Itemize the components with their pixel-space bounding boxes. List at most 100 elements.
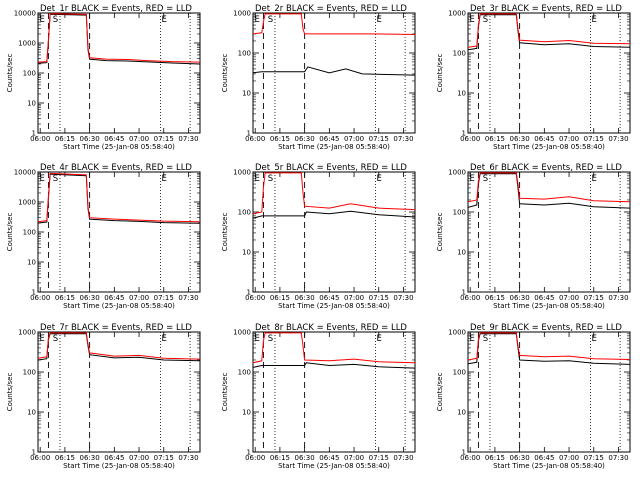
event-marker-label: S xyxy=(53,15,58,25)
event-marker-label: S xyxy=(483,174,488,184)
x-tick-label: 07:00 xyxy=(344,135,364,143)
panel-title: Det_5r BLACK = Events, RED = LLD xyxy=(255,163,407,173)
panel-title: Det_2r BLACK = Events, RED = LLD xyxy=(255,4,407,14)
y-tick-label: 1 xyxy=(462,449,466,457)
plot-frame xyxy=(467,171,631,293)
events-series-line xyxy=(468,14,630,51)
y-tick-label: 10 xyxy=(27,259,36,267)
x-tick-label: 06:15 xyxy=(55,294,75,302)
x-tick-label: 07:30 xyxy=(393,454,413,462)
x-tick-label: 07:00 xyxy=(344,454,364,462)
lld-series-line xyxy=(253,13,415,35)
y-tick-label: 1 xyxy=(32,289,36,297)
x-tick-label: 06:45 xyxy=(534,135,554,143)
x-tick-label: 06:30 xyxy=(295,135,315,143)
x-tick-label: 06:00 xyxy=(460,135,480,143)
x-tick-label: 06:30 xyxy=(295,294,315,302)
event-marker-label: E xyxy=(376,334,381,344)
x-tick-label: 06:45 xyxy=(319,135,339,143)
x-tick-label: 06:15 xyxy=(485,294,505,302)
event-marker-label: E xyxy=(591,15,596,25)
panel-9: Det_9r BLACK = Events, RED = LLD 1 10 100 10… xyxy=(436,323,631,470)
lld-series-line xyxy=(468,172,630,203)
y-tick-label: 1000 xyxy=(18,40,36,48)
x-tick-label: 06:15 xyxy=(485,135,505,143)
event-marker-label: E xyxy=(591,174,596,184)
x-tick-label: 07:15 xyxy=(584,294,604,302)
x-tick-label: 06:00 xyxy=(460,454,480,462)
x-tick-label: 06:00 xyxy=(245,135,265,143)
lld-series-line xyxy=(38,13,200,63)
x-tick-label: 06:15 xyxy=(270,294,290,302)
x-axis-label: Start Time (25-Jan-08 05:58:40) xyxy=(63,143,175,151)
events-series-line xyxy=(38,173,200,224)
y-tick-label: 10 xyxy=(457,409,466,417)
y-tick-label: 100 xyxy=(453,369,466,377)
lld-series-line xyxy=(468,332,630,361)
event-marker-label: E xyxy=(161,174,166,184)
x-tick-label: 06:15 xyxy=(55,135,75,143)
x-tick-label: 07:00 xyxy=(559,294,579,302)
x-tick-label: 07:30 xyxy=(178,135,198,143)
x-tick-label: 07:00 xyxy=(559,454,579,462)
y-tick-label: 1000 xyxy=(448,169,466,177)
panel-2: Det_2r BLACK = Events, RED = LLD 1 10 100 10… xyxy=(221,4,416,151)
events-series-line xyxy=(38,333,200,362)
lld-series-line xyxy=(38,332,200,360)
y-tick-label: 1000 xyxy=(448,329,466,337)
event-marker-label: E xyxy=(40,15,45,25)
x-tick-label: 07:00 xyxy=(344,294,364,302)
y-tick-label: 10 xyxy=(457,90,466,98)
x-tick-label: 06:45 xyxy=(534,294,554,302)
plot-frame xyxy=(252,12,416,134)
y-tick-label: 1 xyxy=(462,289,466,297)
x-tick-label: 07:00 xyxy=(129,135,149,143)
event-marker-label: E xyxy=(376,174,381,184)
event-marker-label: E xyxy=(591,334,596,344)
x-tick-label: 06:15 xyxy=(485,454,505,462)
events-series-line xyxy=(468,173,630,209)
x-tick-label: 06:30 xyxy=(510,454,530,462)
y-tick-label: 1000 xyxy=(448,10,466,18)
panel-1: Det_1r BLACK = Events, RED = LLD 1 10 100 10… xyxy=(6,4,201,151)
panel-title: Det_1r BLACK = Events, RED = LLD xyxy=(40,4,192,14)
x-tick-label: 06:45 xyxy=(319,294,339,302)
y-axis-label: Counts/sec xyxy=(221,54,229,93)
x-tick-label: 07:15 xyxy=(369,454,389,462)
x-tick-label: 06:00 xyxy=(30,454,50,462)
x-tick-label: 07:30 xyxy=(178,294,198,302)
y-tick-label: 100 xyxy=(23,369,36,377)
y-tick-label: 10000 xyxy=(14,10,36,18)
x-axis-label: Start Time (25-Jan-08 05:58:40) xyxy=(493,462,605,470)
x-tick-label: 06:15 xyxy=(55,454,75,462)
y-axis-label: Counts/sec xyxy=(6,213,14,252)
y-tick-label: 1 xyxy=(32,130,36,138)
panel-title: Det_4r BLACK = Events, RED = LLD xyxy=(40,163,192,173)
y-tick-label: 100 xyxy=(238,209,251,217)
x-tick-label: 06:45 xyxy=(319,454,339,462)
panel-title: Det_7r BLACK = Events, RED = LLD xyxy=(40,323,192,333)
panel-title: Det_3r BLACK = Events, RED = LLD xyxy=(470,4,622,14)
panel-title: Det_9r BLACK = Events, RED = LLD xyxy=(470,323,622,333)
events-series-line xyxy=(253,66,415,76)
x-axis-label: Start Time (25-Jan-08 05:58:40) xyxy=(493,143,605,151)
y-tick-label: 100 xyxy=(453,50,466,58)
event-marker-label: E xyxy=(376,15,381,25)
events-series-line xyxy=(38,13,200,65)
x-tick-label: 07:15 xyxy=(584,454,604,462)
x-tick-label: 06:00 xyxy=(30,135,50,143)
y-tick-label: 10 xyxy=(27,100,36,108)
x-tick-label: 07:15 xyxy=(369,294,389,302)
x-tick-label: 07:15 xyxy=(154,454,174,462)
x-tick-label: 07:15 xyxy=(154,135,174,143)
event-marker-label: S xyxy=(53,174,58,184)
panel-3: Det_3r BLACK = Events, RED = LLD 1 10 100 10… xyxy=(436,4,631,151)
y-tick-label: 10000 xyxy=(14,169,36,177)
events-series-line xyxy=(253,362,415,369)
y-axis-label: Counts/sec xyxy=(436,213,444,252)
y-tick-label: 1 xyxy=(32,449,36,457)
event-marker-label: E xyxy=(255,15,260,25)
y-axis-label: Counts/sec xyxy=(436,373,444,412)
event-marker-label: E xyxy=(470,334,475,344)
